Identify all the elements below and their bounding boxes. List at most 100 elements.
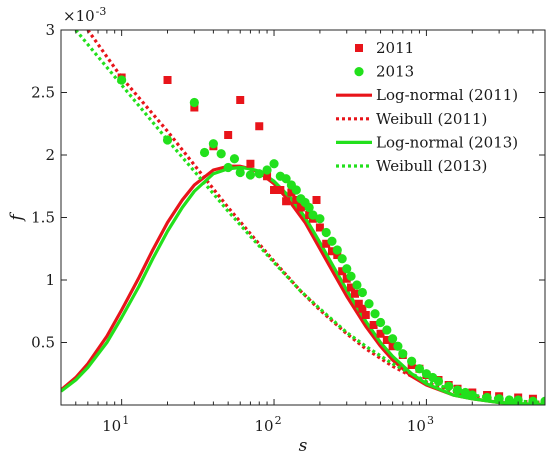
data-point-2013	[162, 135, 173, 145]
legend-label: Weibull (2013)	[376, 157, 487, 175]
legend-item-weibull-2011: Weibull (2011)	[336, 110, 487, 128]
data-point-2013	[433, 376, 444, 386]
legend-symbol	[355, 44, 363, 52]
y-tick-label: 2.5	[31, 84, 55, 102]
data-point-2011	[246, 159, 255, 168]
data-point-2013	[375, 317, 386, 328]
data-point-2013	[528, 396, 538, 405]
y-tick-label: 2	[45, 146, 55, 164]
data-point-2013	[223, 162, 233, 173]
legend-item-2013: 2013	[354, 63, 414, 81]
data-point-2011	[236, 96, 245, 104]
data-point-2013	[245, 170, 256, 180]
data-point-2011	[296, 203, 305, 212]
data-point-2013	[382, 325, 392, 335]
y-tick-label: 3	[45, 21, 55, 39]
data-point-2011	[354, 299, 363, 308]
data-point-2013	[254, 169, 264, 179]
data-point-2011	[190, 103, 199, 112]
data-point-2011	[327, 247, 336, 256]
legend-label: 2013	[376, 63, 414, 81]
data-point-2013	[482, 392, 492, 403]
data-point-2011	[388, 342, 397, 351]
data-point-2013	[117, 75, 127, 85]
data-point-2011	[322, 239, 331, 248]
data-point-2013	[370, 309, 380, 319]
data-point-2013	[393, 341, 403, 351]
data-point-2013	[364, 299, 374, 309]
data-point-2013	[189, 97, 199, 108]
y-axis-label: f	[7, 212, 27, 223]
data-point-2013	[346, 271, 356, 281]
data-point-2013	[262, 165, 272, 175]
data-point-2011	[282, 197, 291, 206]
data-point-2013	[332, 245, 342, 255]
legend-label: Log-normal (2011)	[376, 86, 518, 104]
legend-symbol	[354, 67, 364, 77]
data-point-2011	[276, 186, 285, 194]
data-point-2013	[388, 334, 398, 344]
data-point-2013	[269, 159, 279, 169]
data-point-2011	[263, 172, 272, 181]
data-point-2011	[376, 329, 385, 338]
data-point-2013	[407, 356, 417, 366]
data-point-2013	[199, 147, 210, 158]
data-point-2011	[287, 188, 296, 197]
data-point-2011	[347, 283, 356, 292]
legend-label: Weibull (2011)	[376, 110, 487, 128]
data-point-2013	[315, 214, 325, 224]
data-point-2013	[460, 387, 470, 398]
data-point-2013	[494, 394, 504, 404]
series-line-log-normal-2013	[61, 165, 545, 405]
data-point-2013	[235, 167, 245, 178]
data-point-2013	[352, 280, 362, 290]
data-point-2011	[255, 122, 264, 131]
x-tick-label: 102	[254, 414, 281, 435]
data-point-2013	[467, 390, 477, 400]
series-markers	[117, 73, 545, 405]
data-point-2011	[351, 289, 360, 298]
data-point-2011	[292, 196, 301, 204]
y-tick-label: 1.5	[31, 209, 55, 227]
y-tick-label: 0.5	[31, 334, 55, 352]
data-point-2013	[513, 395, 523, 405]
y-axis-multiplier: ×10-3	[63, 5, 106, 25]
legend-item-weibull-2013: Weibull (2013)	[336, 157, 487, 175]
data-point-2013	[308, 210, 318, 220]
y-tick-label: 1	[45, 271, 55, 289]
legend-label: Log-normal (2013)	[376, 133, 518, 151]
data-point-2013	[229, 154, 240, 164]
data-point-2013	[337, 254, 347, 264]
legend-item-log-normal-2013: Log-normal (2013)	[336, 133, 518, 151]
legend-item-log-normal-2011: Log-normal (2011)	[336, 86, 518, 104]
x-tick-label: 103	[407, 414, 434, 435]
data-point-2013	[327, 236, 337, 246]
data-point-2013	[281, 174, 291, 184]
x-axis-label: s	[299, 436, 308, 456]
data-point-2011	[361, 311, 370, 319]
data-point-2013	[357, 287, 367, 298]
data-point-2013	[208, 139, 218, 149]
data-point-2013	[444, 381, 454, 391]
data-point-2013	[414, 364, 425, 374]
data-point-2013	[321, 227, 331, 238]
data-point-2011	[312, 196, 321, 204]
data-point-2011	[315, 223, 324, 232]
data-point-2011	[333, 251, 342, 259]
data-point-2013	[398, 349, 408, 359]
legend-item-2011: 2011	[355, 39, 414, 57]
data-point-2011	[382, 336, 391, 344]
data-point-2013	[452, 385, 463, 395]
legend: 2011 2013 Log-normal (2011) Weibull (2011) L…	[336, 39, 518, 175]
data-point-2013	[291, 185, 301, 195]
legend-label: 2011	[376, 39, 414, 57]
data-point-2011	[270, 186, 279, 194]
data-point-2013	[342, 264, 352, 274]
data-point-2011	[163, 76, 172, 84]
data-point-2013	[216, 149, 226, 159]
data-point-2013	[504, 395, 514, 405]
data-point-2011	[369, 321, 378, 329]
x-tick-label: 101	[102, 414, 129, 435]
data-point-2013	[304, 202, 314, 213]
